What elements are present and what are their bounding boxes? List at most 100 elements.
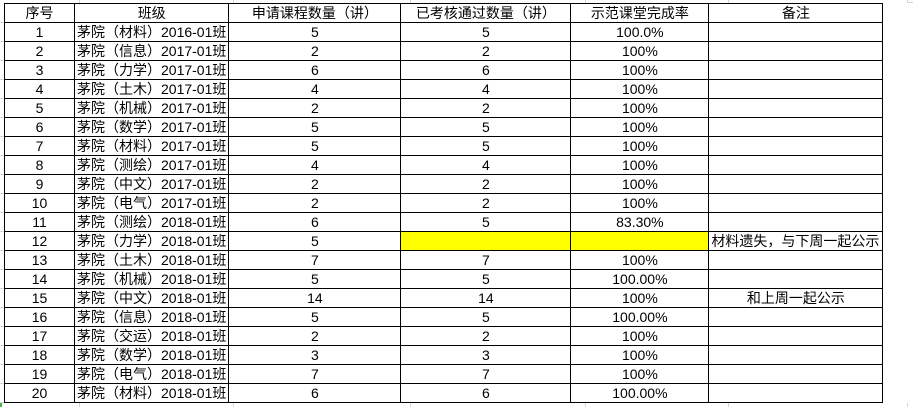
cell-applied-count[interactable]: 2 [228,326,402,346]
cell-passed-count[interactable]: 2 [400,98,572,118]
cell-class[interactable]: 茅院（电气）2018-01班 [73,364,230,384]
cell-passed-count[interactable]: 5 [400,307,572,327]
cell-index[interactable]: 15 [4,288,75,308]
cell-applied-count[interactable]: 7 [228,250,402,270]
col-header-index[interactable]: 序号 [4,3,75,23]
cell-index[interactable]: 6 [4,117,75,137]
cell-completion-rate[interactable]: 100.0% [570,22,710,42]
cell-completion-rate[interactable]: 100% [570,288,710,308]
cell-index[interactable]: 2 [4,41,75,61]
cell-completion-rate[interactable]: 100% [570,136,710,156]
cell-passed-count[interactable]: 7 [400,364,572,384]
cell-completion-rate[interactable]: 100% [570,60,710,80]
cell-class[interactable]: 茅院（机械）2018-01班 [73,269,230,289]
cell-applied-count[interactable]: 2 [228,41,402,61]
cell-passed-count[interactable]: 14 [400,288,572,308]
cell-passed-count[interactable]: 2 [400,193,572,213]
cell-applied-count[interactable]: 7 [228,364,402,384]
cell-remark[interactable] [708,22,884,42]
col-header-passed-count[interactable]: 已考核通过数量（讲） [400,3,572,23]
cell-remark[interactable] [708,155,884,175]
cell-class[interactable]: 茅院（测绘）2017-01班 [73,155,230,175]
cell-completion-rate[interactable]: 100% [570,345,710,365]
cell-index[interactable]: 19 [4,364,75,384]
cell-index[interactable]: 17 [4,326,75,346]
cell-applied-count[interactable]: 4 [228,155,402,175]
cell-passed-count[interactable]: 7 [400,250,572,270]
cell-remark[interactable]: 材料遗失，与下周一起公示 [708,231,884,251]
cell-class[interactable]: 茅院（材料）2018-01班 [73,383,230,403]
cell-applied-count[interactable]: 5 [228,231,402,251]
col-header-class[interactable]: 班级 [73,3,230,23]
cell-index[interactable]: 13 [4,250,75,270]
cell-index[interactable]: 10 [4,193,75,213]
cell-completion-rate[interactable] [570,231,710,251]
cell-completion-rate[interactable]: 100% [570,250,710,270]
cell-class[interactable]: 茅院（中文）2017-01班 [73,174,230,194]
cell-completion-rate[interactable]: 100% [570,79,710,99]
cell-completion-rate[interactable]: 100% [570,193,710,213]
cell-applied-count[interactable]: 5 [228,307,402,327]
cell-completion-rate[interactable]: 100% [570,41,710,61]
cell-class[interactable]: 茅院（信息）2017-01班 [73,41,230,61]
cell-completion-rate[interactable]: 100% [570,98,710,118]
cell-completion-rate[interactable]: 100.00% [570,269,710,289]
cell-index[interactable]: 4 [4,79,75,99]
cell-completion-rate[interactable]: 100% [570,174,710,194]
cell-index[interactable]: 20 [4,383,75,403]
cell-remark[interactable] [708,364,884,384]
cell-index[interactable]: 14 [4,269,75,289]
cell-applied-count[interactable]: 5 [228,136,402,156]
col-header-completion-rate[interactable]: 示范课堂完成率 [570,3,710,23]
cell-class[interactable]: 茅院（力学）2018-01班 [73,231,230,251]
cell-passed-count[interactable] [400,231,572,251]
cell-applied-count[interactable]: 6 [228,212,402,232]
cell-passed-count[interactable]: 4 [400,79,572,99]
cell-class[interactable]: 茅院（土木）2018-01班 [73,250,230,270]
cell-remark[interactable] [708,326,884,346]
cell-completion-rate[interactable]: 100% [570,364,710,384]
cell-applied-count[interactable]: 2 [228,174,402,194]
cell-class[interactable]: 茅院（材料）2017-01班 [73,136,230,156]
cell-class[interactable]: 茅院（土木）2017-01班 [73,79,230,99]
cell-class[interactable]: 茅院（数学）2017-01班 [73,117,230,137]
cell-completion-rate[interactable]: 100.00% [570,307,710,327]
cell-applied-count[interactable]: 5 [228,22,402,42]
cell-class[interactable]: 茅院（信息）2018-01班 [73,307,230,327]
cell-applied-count[interactable]: 5 [228,117,402,137]
cell-index[interactable]: 8 [4,155,75,175]
cell-remark[interactable] [708,269,884,289]
cell-class[interactable]: 茅院（数学）2018-01班 [73,345,230,365]
cell-passed-count[interactable]: 3 [400,345,572,365]
cell-applied-count[interactable]: 2 [228,193,402,213]
cell-passed-count[interactable]: 6 [400,60,572,80]
cell-index[interactable]: 16 [4,307,75,327]
cell-applied-count[interactable]: 2 [228,98,402,118]
cell-index[interactable]: 1 [4,22,75,42]
cell-applied-count[interactable]: 5 [228,269,402,289]
col-header-applied-count[interactable]: 申请课程数量（讲） [228,3,402,23]
cell-class[interactable]: 茅院（力学）2017-01班 [73,60,230,80]
cell-remark[interactable] [708,250,884,270]
cell-passed-count[interactable]: 6 [400,383,572,403]
cell-class[interactable]: 茅院（材料）2016-01班 [73,22,230,42]
cell-class[interactable]: 茅院（电气）2017-01班 [73,193,230,213]
cell-completion-rate[interactable]: 100% [570,155,710,175]
cell-remark[interactable] [708,79,884,99]
cell-completion-rate[interactable]: 83.30% [570,212,710,232]
cell-remark[interactable] [708,60,884,80]
cell-remark[interactable]: 和上周一起公示 [708,288,884,308]
cell-passed-count[interactable]: 2 [400,41,572,61]
cell-index[interactable]: 11 [4,212,75,232]
cell-passed-count[interactable]: 5 [400,117,572,137]
cell-index[interactable]: 12 [4,231,75,251]
cell-passed-count[interactable]: 4 [400,155,572,175]
cell-index[interactable]: 5 [4,98,75,118]
cell-remark[interactable] [708,41,884,61]
cell-class[interactable]: 茅院（交运）2018-01班 [73,326,230,346]
cell-applied-count[interactable]: 14 [228,288,402,308]
cell-completion-rate[interactable]: 100% [570,117,710,137]
cell-remark[interactable] [708,383,884,403]
cell-index[interactable]: 9 [4,174,75,194]
cell-applied-count[interactable]: 6 [228,383,402,403]
